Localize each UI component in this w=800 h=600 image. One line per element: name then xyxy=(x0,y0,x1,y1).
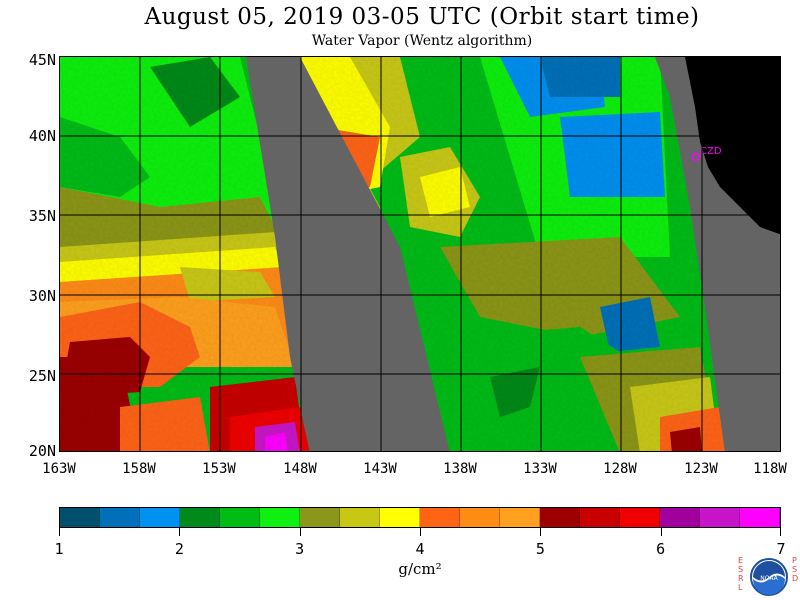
colorbar-label: 6 xyxy=(656,540,666,558)
colorbar-swatch xyxy=(380,508,420,527)
colorbar-tick xyxy=(179,528,181,536)
colorbar-swatch xyxy=(220,508,260,527)
colorbar-swatch xyxy=(580,508,620,527)
colorbar-swatch xyxy=(100,508,140,527)
colorbar-swatch xyxy=(300,508,340,527)
lon-label: 128W xyxy=(603,461,637,477)
colorbar-tick xyxy=(299,528,301,536)
colorbar-label: 2 xyxy=(174,540,184,558)
colorbar-swatch xyxy=(740,508,780,527)
colorbar-swatch xyxy=(700,508,740,527)
colorbar-swatch xyxy=(620,508,660,527)
colorbar-swatch xyxy=(60,508,100,527)
colorbar-swatch xyxy=(460,508,500,527)
colorbar-swatch xyxy=(260,508,300,527)
colorbar-swatch xyxy=(660,508,700,527)
colorbar-swatch xyxy=(180,508,220,527)
lon-label: 148W xyxy=(283,461,317,477)
water-vapor-map: CZD xyxy=(59,56,781,452)
graticule xyxy=(60,57,780,451)
lon-label: 133W xyxy=(523,461,557,477)
svg-text:NOAA: NOAA xyxy=(760,575,778,582)
colorbar-label: 5 xyxy=(535,540,545,558)
noaa-logo: E S R L NOAA P S D xyxy=(738,556,798,600)
no-data-gap-center xyxy=(246,57,450,451)
lon-label: 153W xyxy=(202,461,236,477)
colorbar-tick xyxy=(540,528,542,536)
lat-label: 40N xyxy=(28,127,56,145)
colorbar-label: 3 xyxy=(295,540,305,558)
colorbar-tick xyxy=(420,528,421,536)
colorbar-tick xyxy=(59,528,60,536)
colorbar-tick xyxy=(780,528,781,536)
lon-label: 123W xyxy=(684,461,718,477)
colorbar-label: 7 xyxy=(776,540,786,558)
logo-left-letters: E S R L xyxy=(738,556,744,592)
lon-label: 118W xyxy=(753,461,787,477)
colorbar-swatch xyxy=(140,508,180,527)
colorbar-label: 4 xyxy=(415,540,425,558)
chart-subtitle: Water Vapor (Wentz algorithm) xyxy=(311,33,533,49)
coastline-land xyxy=(685,57,780,235)
colorbar-swatch xyxy=(540,508,580,527)
lon-label: 158W xyxy=(122,461,156,477)
colorbar xyxy=(59,507,781,528)
vapor-field xyxy=(60,57,780,451)
colorbar-swatch xyxy=(500,508,540,527)
lat-label: 35N xyxy=(28,207,56,225)
noaa-seal-icon: NOAA xyxy=(750,558,788,596)
lat-label: 25N xyxy=(28,367,56,385)
station-marker xyxy=(691,152,701,162)
lon-label: 138W xyxy=(443,461,477,477)
lon-label: 143W xyxy=(363,461,397,477)
colorbar-swatch xyxy=(420,508,460,527)
logo-right-letters: P S D xyxy=(792,556,799,583)
colorbar-units: g/cm² xyxy=(398,560,442,578)
colorbar-label: 1 xyxy=(54,540,64,558)
colorbar-swatch xyxy=(340,508,380,527)
lat-label: 30N xyxy=(28,287,56,305)
lat-label: 20N xyxy=(28,442,56,460)
lat-label: 45N xyxy=(28,51,56,69)
chart-title: August 05, 2019 03-05 UTC (Orbit start t… xyxy=(144,4,700,30)
station-label: CZD xyxy=(700,146,722,157)
colorbar-tick xyxy=(660,528,662,536)
lon-label: 163W xyxy=(42,461,76,477)
